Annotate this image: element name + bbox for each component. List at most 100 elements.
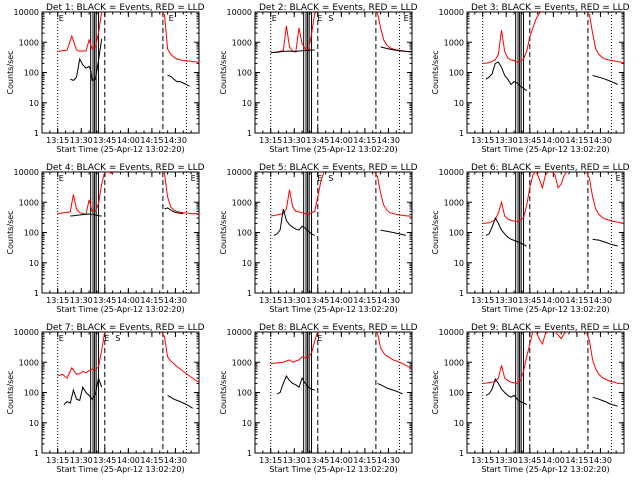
panel-title: Det 3: BLACK = Events, RED = LLD: [471, 3, 630, 13]
y-axis-label: Counts/sec: [6, 370, 15, 414]
x-tick-label: 14:15: [140, 456, 163, 465]
y-tick-label: 1: [247, 449, 252, 458]
x-tick-label: 14:15: [565, 456, 588, 465]
series-events-line-2: [167, 74, 190, 87]
x-tick-label: 14:30: [164, 296, 187, 305]
x-tick-label: 13:30: [70, 296, 93, 305]
series-events-line-1: [270, 49, 315, 54]
x-tick-label: 14:30: [589, 456, 612, 465]
series-events-line-1: [63, 376, 103, 405]
y-tick-label: 1000: [444, 38, 464, 47]
y-tick-label: 100: [24, 69, 39, 78]
marker-label: S: [328, 174, 333, 183]
series-lld-line: [482, 12, 624, 64]
panel-det-3: Det 3: BLACK = Events, RED = LLD 1 10 100 10…: [431, 3, 630, 154]
plot-frame: [41, 11, 200, 134]
x-tick-label: 14:00: [330, 296, 353, 305]
y-tick-label: 10000: [439, 168, 464, 177]
marker-label: E: [59, 334, 64, 343]
panel-det-7: Det 7: BLACK = Events, RED = LLD 1 10 100 10…: [6, 323, 205, 474]
x-tick-label: 14:00: [542, 296, 565, 305]
panel-det-8: Det 8: BLACK = Events, RED = LLD 1 10 100 10…: [219, 323, 418, 474]
plot-frame: [466, 11, 625, 134]
panel-title: Det 2: BLACK = Events, RED = LLD: [259, 3, 418, 13]
y-tick-label: 1000: [19, 358, 39, 367]
y-tick-label: 1: [247, 289, 252, 298]
series-events-line-1: [273, 208, 315, 236]
series-events-line-1: [70, 38, 103, 82]
x-tick-label: 13:30: [70, 136, 93, 145]
x-tick-label: 13:30: [70, 456, 93, 465]
x-tick-label: 14:30: [589, 296, 612, 305]
x-tick-label: 14:15: [140, 296, 163, 305]
plot-frame: [41, 171, 200, 294]
x-tick-label: 13:30: [495, 296, 518, 305]
x-tick-label: 14:00: [542, 456, 565, 465]
y-tick-label: 10000: [439, 328, 464, 337]
x-axis-label: Start Time (25-Apr-12 13:02:20): [56, 465, 184, 474]
y-tick-label: 10000: [439, 8, 464, 17]
x-tick-label: 13:30: [283, 456, 306, 465]
panel-det-2: Det 2: BLACK = Events, RED = LLD 1 10 100 10…: [219, 3, 418, 154]
x-tick-label: 14:15: [140, 136, 163, 145]
y-tick-label: 100: [449, 69, 464, 78]
series-events-line-1: [70, 213, 102, 217]
x-tick-label: 14:15: [565, 136, 588, 145]
panel-title: Det 4: BLACK = Events, RED = LLD: [46, 163, 205, 173]
y-tick-label: 10: [454, 419, 464, 428]
x-axis-label: Start Time (25-Apr-12 13:02:20): [481, 145, 609, 154]
plot-frame: [466, 171, 625, 294]
y-tick-label: 10: [29, 259, 39, 268]
y-tick-label: 1000: [232, 358, 252, 367]
x-axis-label: Start Time (25-Apr-12 13:02:20): [56, 305, 184, 314]
x-tick-label: 13:45: [306, 136, 329, 145]
x-tick-label: 13:45: [306, 456, 329, 465]
marker-label: E: [191, 174, 196, 183]
x-tick-label: 14:15: [353, 456, 376, 465]
y-tick-label: 1: [459, 289, 464, 298]
y-axis-label: Counts/sec: [219, 210, 228, 254]
series-events-line-2: [167, 394, 193, 409]
x-axis-label: Start Time (25-Apr-12 13:02:20): [269, 465, 397, 474]
x-tick-label: 14:00: [117, 136, 140, 145]
x-tick-label: 13:45: [306, 296, 329, 305]
x-tick-label: 14:30: [377, 136, 400, 145]
y-tick-label: 1: [34, 129, 39, 138]
x-tick-label: 13:15: [471, 456, 494, 465]
series-events-line-2: [592, 74, 618, 85]
y-tick-label: 10: [242, 99, 252, 108]
x-axis-label: Start Time (25-Apr-12 13:02:20): [481, 465, 609, 474]
series-events-line-2: [164, 207, 184, 215]
x-tick-label: 13:15: [46, 456, 69, 465]
y-tick-label: 10000: [227, 328, 252, 337]
y-tick-label: 100: [24, 229, 39, 238]
x-tick-label: 14:15: [353, 296, 376, 305]
marker-label: S: [115, 334, 120, 343]
x-tick-label: 14:00: [330, 456, 353, 465]
series-lld-line: [57, 12, 199, 63]
marker-label: E: [317, 334, 322, 343]
series-events-line-2: [592, 238, 618, 247]
series-lld-line: [270, 332, 412, 370]
y-tick-label: 100: [237, 229, 252, 238]
marker-label: E: [272, 14, 277, 23]
panel-det-1: Det 1: BLACK = Events, RED = LLD 1 10 100 10…: [6, 3, 205, 154]
x-tick-label: 13:30: [283, 136, 306, 145]
series-events-line-2: [592, 396, 618, 407]
y-tick-label: 100: [237, 69, 252, 78]
marker-label: E: [317, 14, 322, 23]
plot-frame: [254, 11, 413, 134]
y-tick-label: 10: [242, 419, 252, 428]
series-events-line-1: [485, 377, 527, 405]
y-tick-label: 1: [459, 449, 464, 458]
series-lld-line: [482, 172, 624, 224]
panel-title: Det 5: BLACK = Events, RED = LLD: [259, 163, 418, 173]
y-tick-label: 1: [34, 449, 39, 458]
y-tick-label: 10000: [14, 168, 39, 177]
y-axis-label: Counts/sec: [431, 370, 440, 414]
plot-area: [482, 332, 624, 453]
x-tick-label: 13:15: [259, 456, 282, 465]
